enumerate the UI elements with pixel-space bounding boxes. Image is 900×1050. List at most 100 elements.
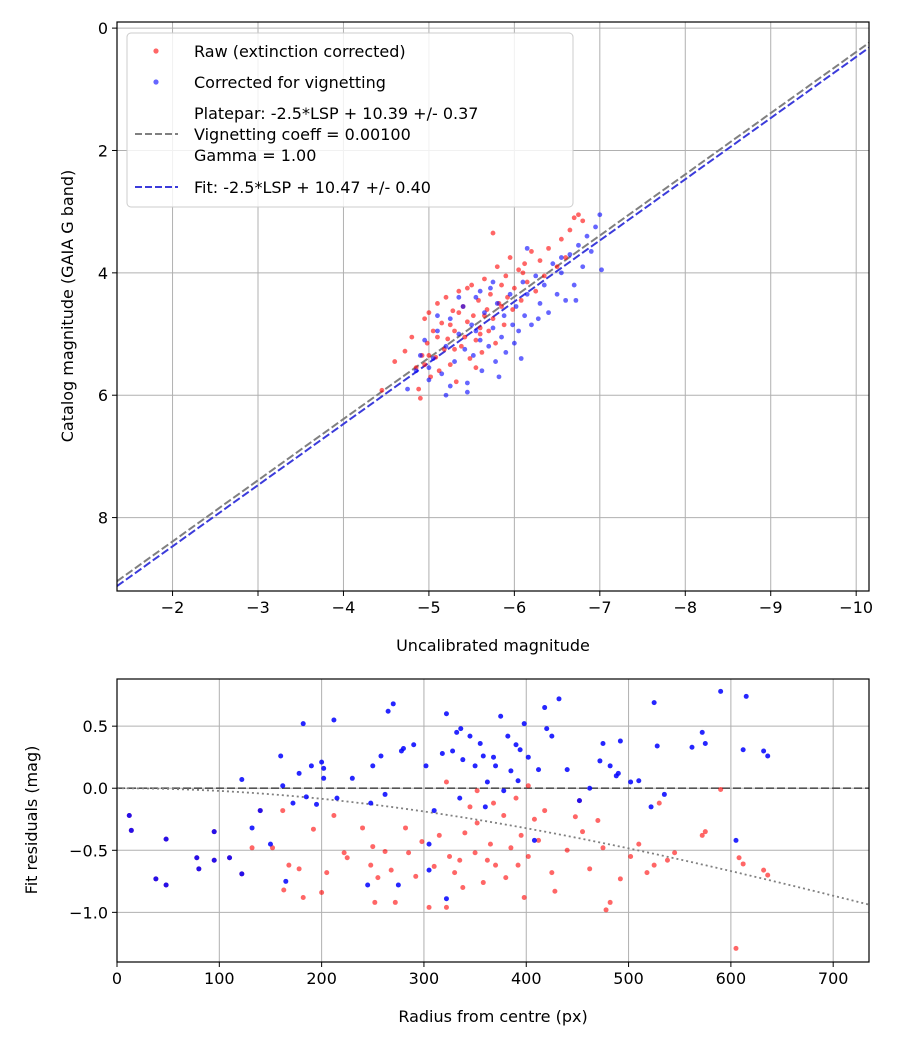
residual-corrected-point <box>689 744 695 750</box>
residual-corrected-point <box>576 798 582 804</box>
residual-raw-point <box>765 872 771 878</box>
residual-raw-point <box>474 820 480 826</box>
corrected-point <box>479 368 485 374</box>
residual-corrected-point <box>280 783 286 789</box>
corrected-point <box>405 386 410 392</box>
raw-point <box>580 218 586 224</box>
residual-corrected-point <box>542 705 548 711</box>
residual-corrected-point <box>194 855 200 861</box>
corrected-point <box>503 349 509 355</box>
raw-point <box>563 255 569 260</box>
residual-corrected-point <box>395 882 401 888</box>
residual-corrected-point <box>544 726 550 732</box>
residuals-x-tick-label: 200 <box>306 969 337 988</box>
corrected-point <box>482 310 487 316</box>
legend-corrected-marker <box>153 79 159 85</box>
corrected-point <box>541 282 547 288</box>
residual-raw-point <box>426 904 432 910</box>
corrected-point <box>597 212 603 218</box>
raw-point <box>447 362 453 368</box>
raw-point <box>392 359 398 364</box>
raw-point <box>417 395 423 401</box>
corrected-point <box>447 383 453 389</box>
raw-point <box>576 212 581 218</box>
residuals-x-tick-label: 100 <box>204 969 235 988</box>
corrected-point <box>477 288 483 294</box>
residuals-x-ticks: 0 100 200 300 400 500 600 700 <box>112 962 848 988</box>
raw-point <box>473 365 479 371</box>
residual-corrected-point <box>636 778 642 784</box>
residual-corrected-point <box>283 878 289 884</box>
raw-point <box>499 282 504 288</box>
residual-raw-point <box>319 889 325 895</box>
residual-corrected-point <box>321 765 327 771</box>
legend-vignetting-label: Vignetting coeff = 0.00100 <box>194 125 411 144</box>
residual-raw-point <box>403 825 409 831</box>
residuals-x-axis-label: Radius from centre (px) <box>398 1007 587 1026</box>
residual-corrected-point <box>513 742 519 748</box>
corrected-point <box>599 267 604 273</box>
residual-raw-point <box>462 830 468 836</box>
residual-raw-point <box>443 904 449 910</box>
residual-corrected-point <box>439 750 445 756</box>
residual-raw-point <box>388 867 394 873</box>
residual-corrected-point <box>257 808 263 814</box>
residual-raw-point <box>702 829 708 835</box>
calibration-y-tick-label: 2 <box>98 141 108 160</box>
residual-corrected-point <box>472 763 478 769</box>
residual-raw-point <box>607 899 613 905</box>
corrected-point <box>520 279 526 285</box>
residual-raw-point <box>296 866 302 872</box>
residual-raw-point <box>331 813 337 819</box>
residual-raw-point <box>487 841 493 847</box>
raw-point <box>450 308 456 314</box>
raw-point <box>558 236 564 242</box>
calibration-axes-frame <box>116 21 870 592</box>
residual-corrected-point <box>378 753 384 759</box>
residual-corrected-point <box>314 801 320 807</box>
residual-raw-point <box>664 857 670 863</box>
residual-raw-point <box>595 818 601 823</box>
residual-corrected-point <box>597 758 603 764</box>
residual-raw-point <box>467 804 473 810</box>
calibration-x-tick-label: −3 <box>246 598 270 617</box>
legend-raw-label: Raw (extinction corrected) <box>194 42 406 61</box>
corrected-point <box>439 371 445 377</box>
calibration-y-tick-label: 6 <box>98 386 108 405</box>
residual-corrected-point <box>521 721 527 727</box>
calibration-points <box>379 212 604 401</box>
corrected-point <box>469 322 475 328</box>
residual-corrected-point <box>211 829 217 835</box>
residual-raw-point <box>372 899 378 905</box>
residuals-x-tick-label: 600 <box>716 969 747 988</box>
corrected-point <box>571 282 577 288</box>
raw-point <box>518 297 524 303</box>
raw-point <box>473 337 479 343</box>
corrected-point <box>447 316 453 322</box>
raw-point <box>445 336 451 342</box>
calibration-y-tick-label: 4 <box>98 264 108 283</box>
residuals-x-tick-label: 400 <box>511 969 542 988</box>
raw-point <box>522 261 528 267</box>
raw-point <box>490 316 496 322</box>
raw-point <box>529 249 534 254</box>
raw-point <box>426 353 432 358</box>
residual-corrected-point <box>733 837 739 843</box>
residual-corrected-point <box>153 876 159 882</box>
raw-point <box>546 245 551 251</box>
calibration-x-ticks: −2 −3 −4 −5 −6 −7 −8 −9 −10 <box>161 591 873 617</box>
residuals-y-tick-label: −0.5 <box>69 841 108 860</box>
residual-corrected-point <box>296 770 302 776</box>
corrected-point <box>535 316 541 322</box>
corrected-point <box>456 331 462 337</box>
residual-raw-point <box>525 783 531 789</box>
corrected-point <box>422 337 428 343</box>
residual-raw-point <box>672 850 678 856</box>
residual-corrected-point <box>615 770 621 776</box>
residual-corrected-point <box>477 741 483 747</box>
corrected-point <box>507 291 513 297</box>
raw-point <box>430 328 436 334</box>
raw-point <box>456 310 462 316</box>
corrected-point <box>462 346 468 352</box>
residual-corrected-point <box>382 791 388 797</box>
